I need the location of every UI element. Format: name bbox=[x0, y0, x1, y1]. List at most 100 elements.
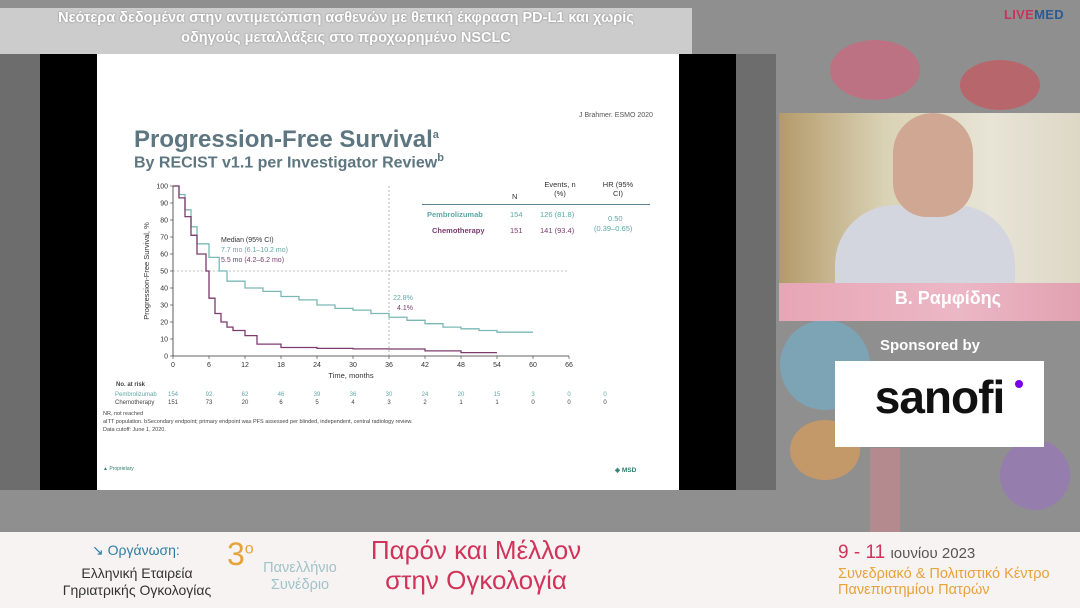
footnotes: NR, not reached aITT population. bSecond… bbox=[103, 410, 413, 434]
header-title-line2: οδηγούς μεταλλάξεις στο προχωρημένο NSCL… bbox=[181, 30, 511, 46]
slide-subtitle-sup: b bbox=[437, 152, 444, 164]
slide-subtitle: By RECIST v1.1 per Investigator Reviewb bbox=[134, 152, 444, 172]
at-risk-value: 0 bbox=[531, 400, 535, 406]
venue-line1: Συνεδριακό & Πολιτιστικό Κέντρο bbox=[838, 566, 1050, 582]
table-row-pembro-events: 126 (81.8) bbox=[540, 210, 575, 219]
at-risk-value: 62 bbox=[241, 392, 249, 398]
at-risk-value: 15 bbox=[493, 392, 501, 398]
presentation-slide: J Brahmer. ESMO 2020 Progression-Free Su… bbox=[97, 54, 679, 490]
table-row-chemo-events: 141 (93.4) bbox=[540, 226, 575, 235]
table-header-hr: HR (95% CI) bbox=[602, 180, 634, 198]
y-tick-label: 30 bbox=[160, 303, 168, 310]
at-risk-value: 0 bbox=[603, 392, 607, 398]
y-tick-label: 50 bbox=[160, 269, 168, 276]
table-divider bbox=[422, 204, 650, 205]
table-header-events: Events, n (%) bbox=[544, 180, 576, 198]
x-tick-label: 6 bbox=[207, 362, 211, 369]
at-risk-label: No. at risk bbox=[116, 382, 146, 388]
sponsor-logo-box bbox=[835, 361, 1044, 447]
organizer-label: ↘ Οργάνωση: bbox=[92, 542, 180, 558]
slide-reference: J Brahmer. ESMO 2020 bbox=[579, 112, 653, 119]
series-line-chemotherapy bbox=[173, 185, 497, 354]
y-tick-label: 100 bbox=[156, 184, 168, 191]
at-risk-value: 30 bbox=[385, 392, 393, 398]
at-risk-value: 36 bbox=[349, 392, 357, 398]
x-tick-label: 48 bbox=[457, 362, 465, 369]
median-label: Median (95% CI) bbox=[221, 237, 274, 244]
footnote-3: Data cutoff: June 1, 2020. bbox=[103, 427, 166, 433]
sponsored-by-label: Sponsored by bbox=[880, 337, 981, 354]
median-chemo: 5.5 mo (4.2–6.2 mo) bbox=[221, 257, 285, 264]
congress-line1: Πανελλήνιο bbox=[263, 560, 337, 576]
proprietary-text: Proprietary bbox=[109, 466, 134, 472]
at-risk-value: 5 bbox=[315, 400, 319, 406]
venue-line2: Πανεπιστημίου Πατρών bbox=[838, 582, 990, 598]
table-hr-value: 0.50 bbox=[608, 214, 623, 223]
congress-number-sup: ο bbox=[244, 540, 254, 558]
x-tick-label: 30 bbox=[349, 362, 357, 369]
congress-title: Παρόν και Μέλλον στην Ογκολογία bbox=[346, 535, 606, 595]
summary-table: N Events, n (%) HR (95% CI) Pembrolizuma… bbox=[422, 178, 652, 238]
at-risk-value: 6 bbox=[279, 400, 283, 406]
at-risk-value: 3 bbox=[387, 400, 391, 406]
km-chart: 0 6 12 18 24 30 36 42 48 54 60 66 0 10 20 30 40 50 60 70 80 9… bbox=[142, 184, 573, 381]
header-banner bbox=[0, 8, 692, 54]
congress-dates: 9 - 11 ιουνίου 2023 bbox=[838, 542, 975, 564]
speaker-name-bar bbox=[779, 283, 1080, 321]
y-tick-label: 40 bbox=[160, 286, 168, 293]
at-risk-value: 73 bbox=[205, 400, 213, 406]
slide-title: Progression-Free Survivala bbox=[134, 126, 439, 154]
y-tick-label: 0 bbox=[164, 354, 168, 361]
y-tick-label: 70 bbox=[160, 235, 168, 242]
table-hr-ci: (0.39–0.65) bbox=[594, 224, 633, 233]
y-tick-label: 80 bbox=[160, 218, 168, 225]
congress-label: Πανελλήνιο Συνέδριο bbox=[260, 560, 340, 594]
congress-dates-month: ιουνίου 2023 bbox=[890, 545, 976, 562]
pct-pembro-label: 22.8% bbox=[393, 295, 413, 302]
congress-venue: Συνεδριακό & Πολιτιστικό Κέντρο Πανεπιστ… bbox=[838, 566, 1050, 598]
x-axis-label: Time, months bbox=[328, 371, 373, 380]
at-risk-value: 92 bbox=[205, 392, 213, 398]
msd-logo: ◈ MSD bbox=[615, 467, 637, 474]
at-risk-value: 46 bbox=[277, 392, 285, 398]
table-row-chemo-name: Chemotherapy bbox=[432, 226, 485, 235]
at-risk-value: 20 bbox=[457, 392, 465, 398]
proprietary-logo: ▲ Proprietary bbox=[103, 466, 134, 472]
at-risk-value: 24 bbox=[421, 392, 429, 398]
slide-title-sup: a bbox=[432, 129, 439, 141]
organizer-line2: Γηριατρικής Ογκολογίας bbox=[62, 582, 212, 598]
at-risk-row-pembro-name: Pembrolizumab bbox=[115, 392, 157, 398]
livemed-logo-live: LIVE bbox=[1004, 7, 1035, 22]
decor-tree-trunk bbox=[870, 448, 900, 532]
x-tick-label: 36 bbox=[385, 362, 393, 369]
y-tick-label: 90 bbox=[160, 201, 168, 208]
at-risk-value: 154 bbox=[167, 392, 178, 398]
organizer-name: Ελληνική Εταιρεία Γηριατρικής Ογκολογίας bbox=[52, 565, 222, 599]
congress-number: 3ο bbox=[227, 536, 254, 573]
slide-title-text: Progression-Free Survival bbox=[134, 126, 433, 153]
x-tick-label: 18 bbox=[277, 362, 285, 369]
y-tick-label: 10 bbox=[160, 337, 168, 344]
speaker-head bbox=[893, 113, 973, 217]
livemed-logo: LIVEMED bbox=[1004, 7, 1064, 22]
congress-line2: Συνέδριο bbox=[270, 577, 330, 593]
x-tick-label: 54 bbox=[493, 362, 501, 369]
sponsor-logo: sanofi bbox=[874, 371, 1005, 423]
at-risk-value: 0 bbox=[567, 400, 571, 406]
decor-splash-red bbox=[960, 60, 1040, 110]
speaker-name: Β. Ραμφίδης bbox=[894, 288, 1001, 308]
livemed-logo-med: MED bbox=[1034, 7, 1064, 22]
decor-splash-pink bbox=[830, 40, 920, 100]
x-tick-label: 24 bbox=[313, 362, 321, 369]
speaker-body bbox=[835, 205, 1015, 283]
footnote-2: aITT population. bSecondary endpoint; pr… bbox=[103, 419, 413, 425]
x-tick-label: 66 bbox=[565, 362, 573, 369]
at-risk-value: 4 bbox=[351, 400, 355, 406]
decor-splash-purple bbox=[1000, 440, 1070, 510]
x-tick-label: 0 bbox=[171, 362, 175, 369]
congress-title-line1: Παρόν και Μέλλον bbox=[370, 535, 582, 565]
sponsor-logo-dot bbox=[1015, 380, 1023, 388]
median-pembro: 7.7 mo (6.1–10.2 mo) bbox=[221, 247, 288, 254]
y-tick-label: 60 bbox=[160, 252, 168, 259]
at-risk-value: 2 bbox=[423, 400, 427, 406]
